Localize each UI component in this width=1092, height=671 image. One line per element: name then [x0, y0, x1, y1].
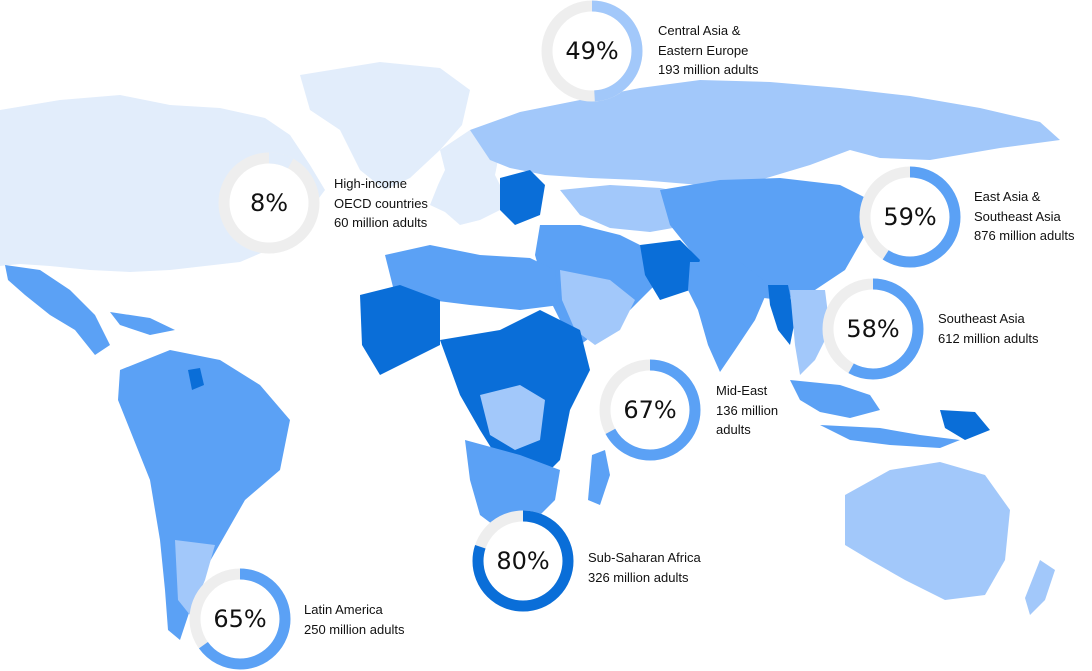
ring-central-asia-eastern-europe: 49% — [541, 0, 643, 102]
percent-value: 59% — [883, 203, 937, 231]
ring-latin-america: 65% — [189, 568, 291, 670]
ring-graphic — [218, 152, 320, 254]
argentina-shape — [175, 540, 215, 615]
australia-shape — [845, 462, 1010, 600]
percent-value: 80% — [496, 547, 550, 575]
indonesia-south-shape — [820, 425, 960, 448]
label-line: High-income — [334, 176, 407, 191]
southern-africa-shape — [465, 440, 560, 530]
madagascar-shape — [588, 450, 610, 505]
ring-arc — [822, 278, 924, 380]
label-southeast-asia: Southeast Asia 612 million adults — [938, 309, 1038, 348]
russia-shape — [470, 80, 1060, 185]
label-sub-saharan-africa: Sub-Saharan Africa 326 million adults — [588, 548, 701, 587]
label-line: Eastern Europe — [658, 42, 749, 58]
greenland-shape — [300, 62, 470, 190]
label-line: Central Asia & — [658, 23, 741, 38]
label-line: Southeast Asia — [974, 208, 1061, 224]
myanmar-shape — [768, 285, 795, 345]
label-line: 876 million adults — [974, 228, 1075, 243]
ring-graphic — [599, 359, 701, 461]
pakistan-shape — [640, 240, 700, 300]
label-line: 193 million adults — [658, 62, 759, 77]
label-line: OECD countries — [334, 195, 428, 211]
ring-graphic — [541, 0, 643, 102]
percent-value: 49% — [565, 37, 619, 65]
ring-arc — [472, 510, 574, 612]
central-america-shape — [5, 265, 110, 355]
ring-sub-saharan-africa: 80% — [472, 510, 574, 612]
label-line: 326 million adults — [588, 569, 689, 585]
new-zealand-shape — [1025, 560, 1055, 615]
percent-value: 58% — [846, 315, 900, 343]
label-line: Sub-Saharan Africa — [588, 550, 701, 565]
label-line: Southeast Asia — [938, 311, 1025, 326]
south-america-shape — [118, 350, 290, 640]
arabia-shape — [560, 270, 635, 345]
percent-value: 8% — [249, 189, 289, 217]
label-east-asia-southeast-asia: East Asia & Southeast Asia 876 million a… — [974, 187, 1074, 246]
papua-shape — [940, 410, 990, 440]
ring-mid-east: 67% — [599, 359, 701, 461]
guyana-shape — [188, 368, 204, 390]
label-line: Mid-East — [716, 383, 768, 398]
ring-arc — [218, 152, 320, 254]
percent-value: 67% — [623, 396, 677, 424]
southeast-asia-mainland-shape — [790, 290, 830, 375]
ring-southeast-asia: 58% — [822, 278, 924, 380]
label-latin-america: Latin America 250 million adults — [304, 600, 404, 639]
label-line: 136 million — [716, 402, 779, 418]
ring-graphic — [189, 568, 291, 670]
drc-shape — [480, 385, 545, 450]
ring-graphic — [472, 510, 574, 612]
north-africa-shape — [385, 245, 560, 310]
ring-graphic — [859, 166, 961, 268]
caribbean-shape — [110, 312, 175, 335]
label-line: 612 million adults — [938, 330, 1039, 346]
label-line: adults — [716, 422, 751, 437]
label-line: 60 million adults — [334, 215, 428, 230]
label-central-asia-eastern-europe: Central Asia & Eastern Europe 193 millio… — [658, 21, 758, 80]
india-shape — [688, 262, 770, 372]
ring-graphic — [822, 278, 924, 380]
ring-east-asia-southeast-asia: 59% — [859, 166, 961, 268]
label-high-income-oecd: High-income OECD countries 60 million ad… — [334, 174, 428, 233]
label-line: East Asia & — [974, 189, 1041, 204]
label-line: 250 million adults — [304, 621, 405, 637]
label-mid-east: Mid-East 136 million adults — [716, 381, 778, 440]
ring-arc — [859, 166, 961, 268]
percent-value: 65% — [213, 605, 267, 633]
ring-high-income-oecd: 8% — [218, 152, 320, 254]
ring-arc — [541, 0, 643, 102]
eastern-europe-shape — [500, 170, 545, 225]
ring-arc — [189, 568, 291, 670]
ring-arc — [599, 359, 701, 461]
indonesia-shape — [790, 380, 880, 418]
label-line: Latin America — [304, 602, 383, 617]
west-africa-shape — [360, 285, 440, 375]
